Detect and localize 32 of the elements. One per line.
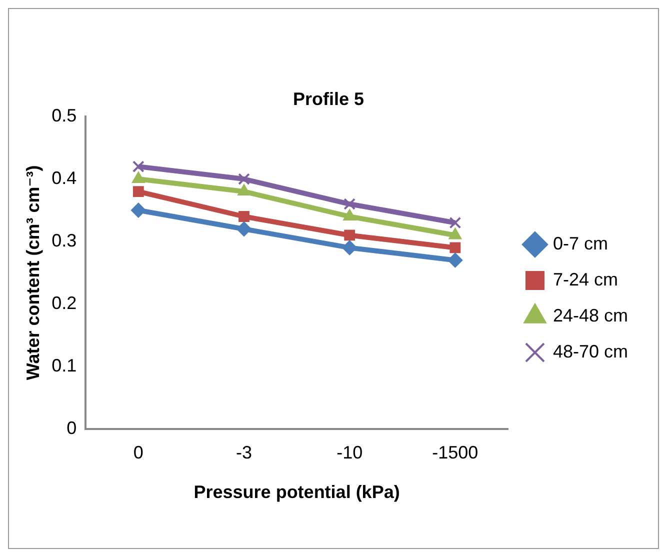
y-tick-label: 0.2 bbox=[52, 292, 77, 313]
point bbox=[132, 186, 144, 197]
point bbox=[343, 209, 356, 221]
legend-label: 24-48 cm bbox=[552, 305, 628, 326]
chart-title: Profile 5 bbox=[292, 88, 364, 109]
point bbox=[450, 242, 461, 254]
legend-label: 7-24 cm bbox=[552, 269, 618, 290]
x-axis-title: Pressure potential (kPa) bbox=[194, 482, 400, 502]
y-tick-label: 0.5 bbox=[52, 106, 77, 126]
y-axis-title: Water content (cm³ cm⁻³) bbox=[22, 165, 43, 380]
point bbox=[237, 184, 251, 196]
y-tick-label: 0.3 bbox=[52, 230, 77, 250]
point bbox=[238, 211, 250, 222]
point bbox=[236, 221, 252, 236]
y-tick-label: 0.4 bbox=[52, 168, 77, 188]
point bbox=[448, 252, 463, 268]
point bbox=[342, 240, 358, 256]
legend-label: 0-7 cm bbox=[552, 233, 608, 254]
y-tick-label: 0 bbox=[66, 418, 77, 438]
x-tick-label: -1500 bbox=[432, 442, 478, 463]
y-tick-label: 0.1 bbox=[52, 355, 77, 376]
x-tick-label: -10 bbox=[336, 442, 363, 463]
point bbox=[132, 172, 145, 184]
point bbox=[132, 160, 144, 172]
point bbox=[449, 216, 462, 229]
point bbox=[344, 230, 356, 241]
x-tick-label: 0 bbox=[133, 442, 144, 463]
x-tick-label: -3 bbox=[236, 442, 252, 463]
point bbox=[130, 202, 146, 218]
point bbox=[238, 173, 250, 185]
legend-label: 48-70 cm bbox=[552, 341, 628, 362]
point bbox=[344, 198, 356, 210]
